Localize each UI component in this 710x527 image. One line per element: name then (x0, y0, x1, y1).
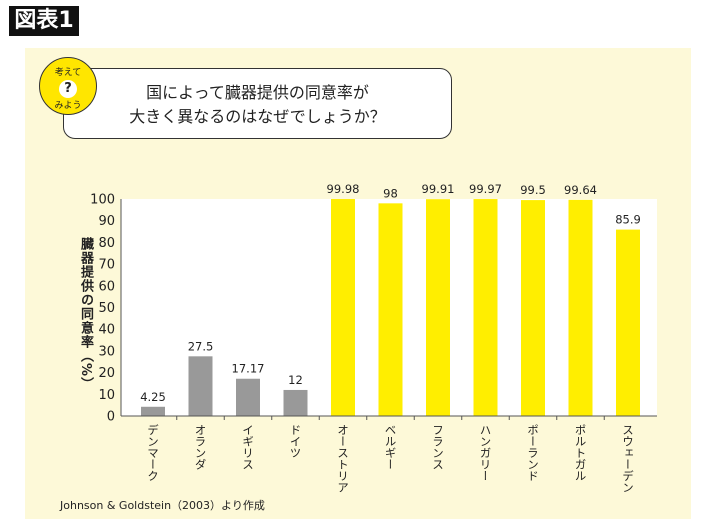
x-tick-label: オランダ (193, 424, 208, 470)
data-label: 85.9 (615, 213, 641, 227)
x-tick-label: デンマーク (146, 424, 160, 482)
y-tick-label: 40 (98, 323, 115, 338)
y-tick-label: 80 (98, 236, 115, 251)
bar-1 (188, 356, 213, 416)
x-tick-label: ポーランド (526, 424, 540, 482)
x-tick-label: フランス (431, 424, 445, 470)
y-axis-label: 臓器提供の同意率（%） (78, 237, 93, 392)
y-tick-label: 10 (98, 388, 115, 403)
question-text: 国によって臓器提供の同意率が 大きく異なるのはなぜでしょうか？ (64, 81, 451, 129)
x-tick-label: ドイツ (288, 424, 303, 459)
x-tick-label: ベルギー (383, 424, 398, 470)
bar-4 (331, 199, 355, 416)
bar-6 (426, 199, 450, 416)
data-label: 4.25 (140, 390, 166, 404)
badge-top-text: 考えて (54, 68, 82, 78)
data-label: 27.5 (188, 339, 214, 353)
x-tick-label: スウェーデン (621, 424, 635, 493)
badge-bottom-text: みよう (54, 101, 82, 111)
bar-7 (473, 199, 498, 416)
y-tick-label: 30 (98, 344, 115, 359)
y-tick-label: 90 (98, 214, 115, 229)
data-label: 99.91 (422, 182, 455, 196)
question-bubble: 国によって臓器提供の同意率が 大きく異なるのはなぜでしょうか？ (63, 68, 452, 139)
source-note: Johnson & Goldstein（2003）より作成 (60, 499, 265, 512)
bar-3 (283, 389, 308, 416)
bar-2 (236, 378, 260, 416)
y-tick-label: 60 (98, 279, 115, 294)
y-tick-label: 50 (98, 301, 115, 316)
bar-10 (616, 229, 640, 416)
data-label: 17.17 (232, 362, 265, 376)
data-label: 99.5 (520, 183, 546, 197)
y-tick-label: 0 (107, 410, 115, 425)
data-label: 99.97 (469, 182, 502, 196)
y-tick-label: 20 (98, 366, 115, 381)
bar-9 (568, 199, 593, 416)
y-tick-label: 100 (90, 193, 115, 208)
x-tick-label: オーストリア (336, 424, 350, 493)
x-tick-label: ハンガリー (478, 424, 493, 482)
bar-8 (521, 200, 545, 416)
x-tick-label: ポルトガル (573, 424, 588, 482)
y-tick-label: 70 (98, 258, 115, 273)
data-label: 98 (383, 186, 398, 200)
question-line-1: 国によって臓器提供の同意率が (146, 83, 369, 102)
bar-5 (378, 203, 403, 416)
figure-label: 図表1 (9, 6, 79, 36)
data-label: 99.98 (327, 182, 360, 196)
question-mark-icon: ? (59, 80, 77, 98)
bar-0 (141, 406, 165, 416)
data-label: 99.64 (564, 183, 597, 197)
think-badge: 考えて ? みよう (39, 57, 97, 115)
x-tick-label: イギリス (241, 424, 255, 470)
question-line-2: 大きく異なるのはなぜでしょうか？ (129, 107, 386, 126)
data-label: 12 (288, 373, 303, 387)
